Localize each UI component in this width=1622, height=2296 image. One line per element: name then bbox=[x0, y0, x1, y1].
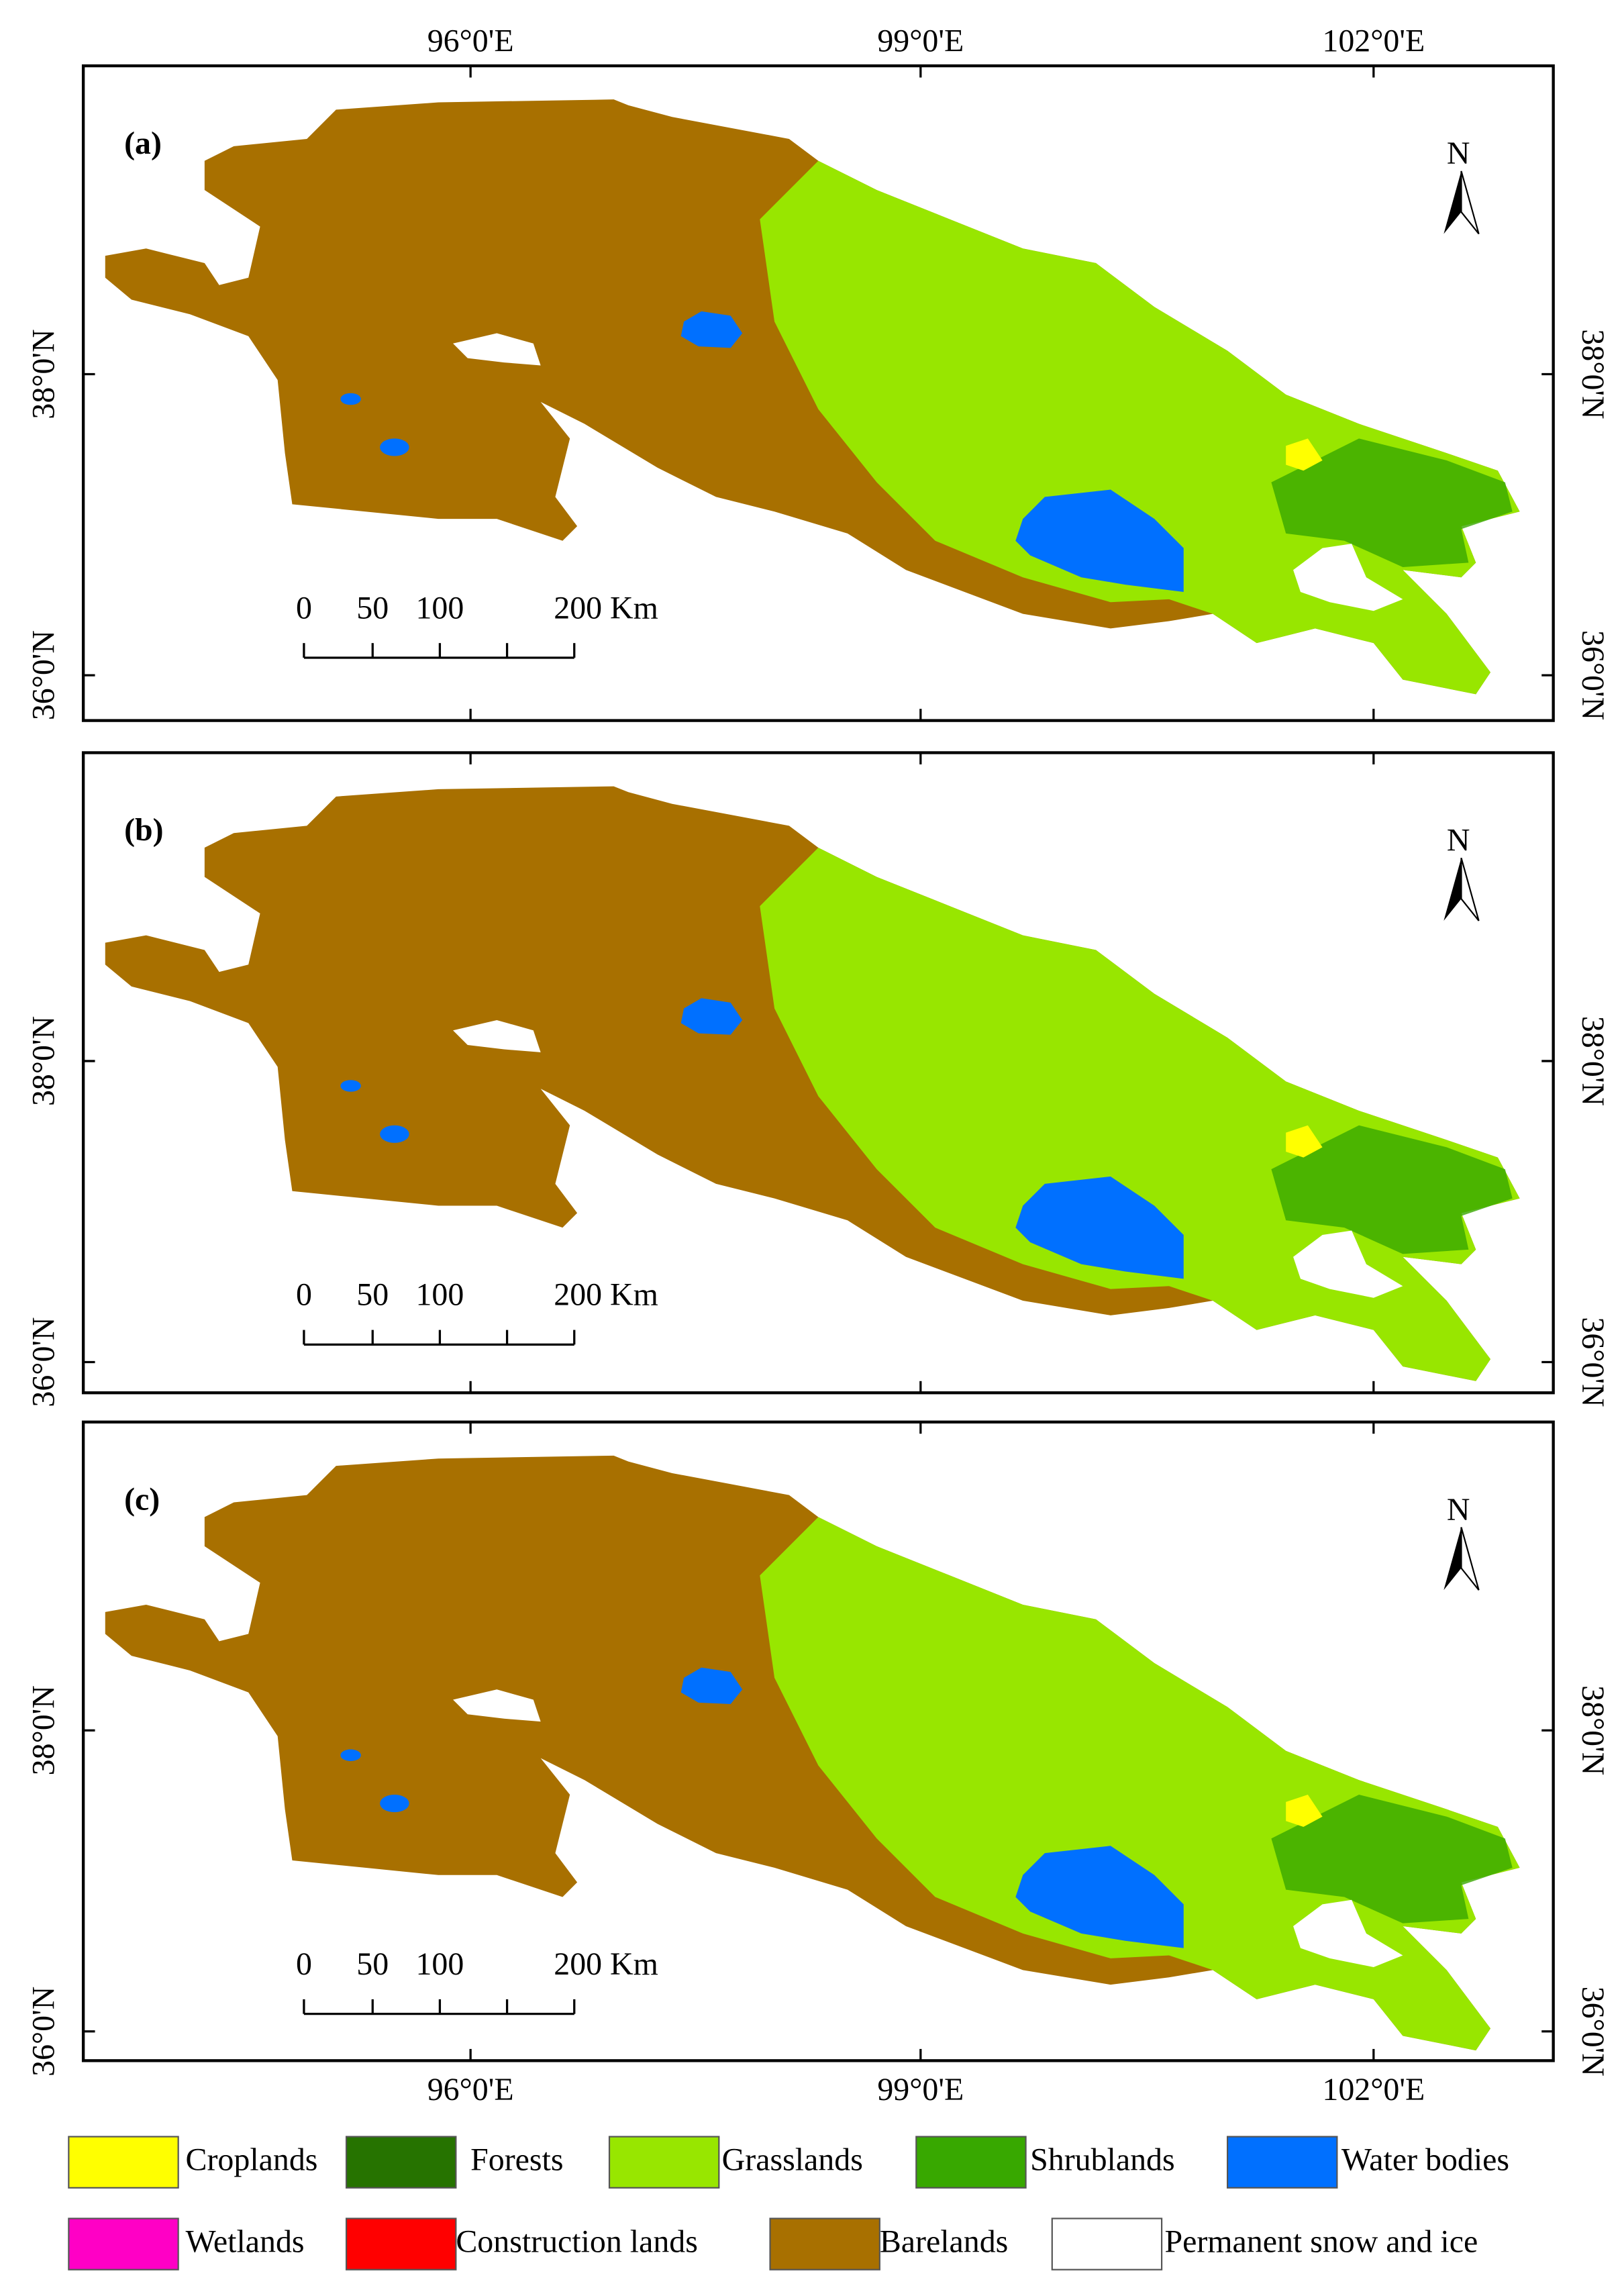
lat-label: 38°0'N bbox=[26, 1685, 62, 1775]
panel-label: (a) bbox=[124, 126, 162, 161]
legend-swatch bbox=[68, 2136, 179, 2189]
scale-label: 200 Km bbox=[554, 1946, 658, 1982]
scale-label: 200 Km bbox=[554, 1277, 658, 1313]
legend-label: Permanent snow and ice bbox=[1164, 2224, 1478, 2260]
lon-label: 99°0'E bbox=[877, 2072, 964, 2107]
lat-label: 38°0'N bbox=[26, 1016, 62, 1106]
lat-label: 36°0'N bbox=[26, 1317, 62, 1407]
scale-label: 50 bbox=[356, 590, 389, 626]
lon-label: 102°0'E bbox=[1322, 23, 1425, 58]
scale-label: 50 bbox=[356, 1277, 389, 1313]
lake bbox=[380, 1125, 409, 1143]
north-arrow bbox=[1460, 1527, 1480, 1591]
lat-label: 38°0'N bbox=[1575, 329, 1611, 419]
legend-swatch bbox=[68, 2217, 179, 2270]
north-label: N bbox=[1447, 136, 1470, 171]
crop-area bbox=[1286, 1795, 1323, 1827]
legend-swatch bbox=[1051, 2217, 1163, 2270]
forest-area bbox=[1271, 438, 1513, 567]
legend-label: Shrublands bbox=[1030, 2142, 1175, 2178]
scale-label: 0 bbox=[296, 1946, 312, 1982]
lat-label: 38°0'N bbox=[1575, 1016, 1611, 1106]
panel-label: (b) bbox=[124, 812, 164, 848]
legend-label: Barelands bbox=[880, 2224, 1009, 2260]
lon-label: 99°0'E bbox=[877, 23, 964, 58]
north-arrow bbox=[1460, 170, 1480, 235]
lon-label: 96°0'E bbox=[427, 2072, 514, 2107]
north-label: N bbox=[1447, 1492, 1470, 1528]
north-arrow bbox=[1443, 170, 1462, 234]
legend-label: Construction lands bbox=[456, 2224, 697, 2260]
legend-label: Wetlands bbox=[186, 2224, 305, 2260]
scale-label: 200 Km bbox=[554, 590, 658, 626]
lat-label: 36°0'N bbox=[26, 630, 62, 720]
scale-label: 0 bbox=[296, 590, 312, 626]
legend-label: Grasslands bbox=[722, 2142, 863, 2178]
lake bbox=[380, 1795, 409, 1813]
scale-label: 50 bbox=[356, 1946, 389, 1982]
legend-swatch bbox=[915, 2136, 1027, 2189]
lake bbox=[680, 998, 743, 1035]
lake bbox=[340, 1080, 361, 1092]
snow-area bbox=[1293, 544, 1403, 611]
panel-frame bbox=[81, 751, 1555, 1395]
legend-label: Forests bbox=[470, 2142, 563, 2178]
lake bbox=[340, 393, 361, 405]
panel-frame bbox=[81, 64, 1555, 722]
lon-label: 102°0'E bbox=[1322, 2072, 1425, 2107]
snow-area bbox=[453, 1019, 541, 1052]
legend-label: Water bodies bbox=[1341, 2142, 1509, 2178]
north-arrow bbox=[1443, 1527, 1462, 1591]
scale-label: 100 bbox=[415, 1946, 464, 1982]
legend-swatch bbox=[608, 2136, 720, 2189]
scale-label: 100 bbox=[415, 590, 464, 626]
lat-label: 38°0'N bbox=[26, 329, 62, 419]
panel-label: (c) bbox=[124, 1482, 160, 1517]
lon-label: 96°0'E bbox=[427, 23, 514, 58]
snow-area bbox=[1293, 1899, 1403, 1967]
forest-area bbox=[1271, 1125, 1513, 1254]
snow-area bbox=[453, 333, 541, 366]
crop-area bbox=[1286, 438, 1323, 471]
snow-area bbox=[453, 1689, 541, 1722]
lake bbox=[1015, 489, 1184, 592]
lat-label: 36°0'N bbox=[26, 1987, 62, 2077]
legend-swatch bbox=[769, 2217, 880, 2270]
lake bbox=[1015, 1176, 1184, 1279]
map-panel bbox=[105, 1455, 1520, 2051]
lat-label: 36°0'N bbox=[1575, 1987, 1611, 2077]
legend-swatch bbox=[1226, 2136, 1338, 2189]
north-arrow bbox=[1460, 857, 1480, 921]
lat-label: 36°0'N bbox=[1575, 1317, 1611, 1407]
map-panel bbox=[105, 99, 1520, 695]
snow-area bbox=[1293, 1230, 1403, 1298]
lake bbox=[680, 1667, 743, 1705]
lat-label: 36°0'N bbox=[1575, 630, 1611, 720]
lake bbox=[340, 1749, 361, 1761]
north-label: N bbox=[1447, 822, 1470, 858]
legend-label: Croplands bbox=[186, 2142, 318, 2178]
scale-label: 100 bbox=[415, 1277, 464, 1313]
legend-swatch bbox=[345, 2136, 457, 2189]
scale-label: 0 bbox=[296, 1277, 312, 1313]
north-arrow bbox=[1443, 858, 1462, 921]
map-panel bbox=[105, 786, 1520, 1381]
lat-label: 38°0'N bbox=[1575, 1685, 1611, 1775]
lake bbox=[380, 438, 409, 456]
forest-area bbox=[1271, 1795, 1513, 1924]
crop-area bbox=[1286, 1125, 1323, 1158]
legend-swatch bbox=[345, 2217, 457, 2270]
lake bbox=[1015, 1846, 1184, 1948]
lake bbox=[680, 311, 743, 348]
panel-frame bbox=[81, 1420, 1555, 2062]
